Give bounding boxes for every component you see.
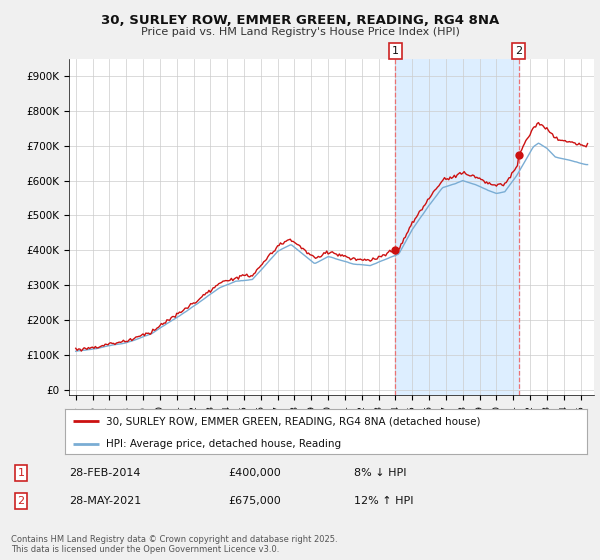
Text: 28-MAY-2021: 28-MAY-2021: [69, 496, 141, 506]
Text: 1: 1: [17, 468, 25, 478]
Text: 30, SURLEY ROW, EMMER GREEN, READING, RG4 8NA: 30, SURLEY ROW, EMMER GREEN, READING, RG…: [101, 14, 499, 27]
Text: Price paid vs. HM Land Registry's House Price Index (HPI): Price paid vs. HM Land Registry's House …: [140, 27, 460, 37]
Text: Contains HM Land Registry data © Crown copyright and database right 2025.
This d: Contains HM Land Registry data © Crown c…: [11, 535, 337, 554]
Text: 8% ↓ HPI: 8% ↓ HPI: [354, 468, 407, 478]
Text: 2: 2: [515, 46, 523, 56]
Text: 1: 1: [392, 46, 399, 56]
Text: £675,000: £675,000: [228, 496, 281, 506]
Text: 2: 2: [17, 496, 25, 506]
Text: 28-FEB-2014: 28-FEB-2014: [69, 468, 140, 478]
Bar: [395, 59, 519, 395]
Text: 12% ↑ HPI: 12% ↑ HPI: [354, 496, 413, 506]
Text: 30, SURLEY ROW, EMMER GREEN, READING, RG4 8NA (detached house): 30, SURLEY ROW, EMMER GREEN, READING, RG…: [106, 416, 480, 426]
Text: HPI: Average price, detached house, Reading: HPI: Average price, detached house, Read…: [106, 438, 341, 449]
Text: £400,000: £400,000: [228, 468, 281, 478]
